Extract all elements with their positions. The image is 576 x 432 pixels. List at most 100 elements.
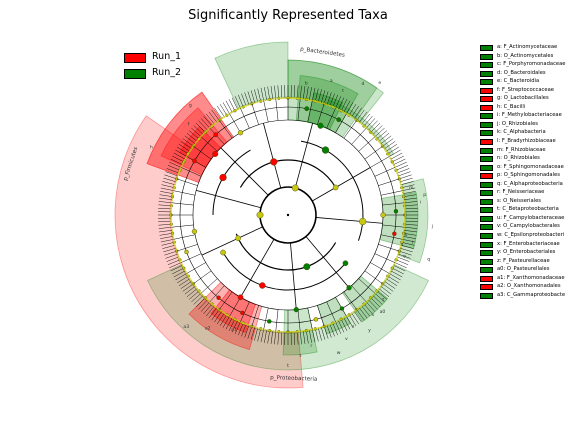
- clade-node: [235, 235, 241, 242]
- leaf-ring-dot: [174, 183, 176, 186]
- leaf-branch: [208, 307, 217, 319]
- taxa-legend-swatch: [480, 215, 493, 222]
- leaf-ring-dot: [245, 104, 247, 107]
- taxa-legend-swatch: [480, 96, 493, 103]
- leaf-ring-dot: [241, 321, 244, 324]
- leaf-ring-dot: [315, 327, 318, 330]
- clade-node: [212, 150, 219, 157]
- leaf-branch: [193, 125, 204, 135]
- leaf-ring-dot: [213, 123, 216, 125]
- leaf-ring-dot: [362, 303, 365, 306]
- taxa-legend-label: c: F_Porphyromonadaceae: [497, 61, 566, 68]
- leaf-ring-dot: [400, 185, 403, 188]
- leaf-ring-dot: [232, 317, 234, 320]
- internal-branch: [201, 226, 263, 256]
- leaf-ring-dot: [366, 299, 369, 302]
- leaf-ring-dot: [379, 142, 382, 144]
- leaf-branch: [387, 275, 399, 284]
- leaf-ring-dot: [196, 140, 198, 143]
- terminal-branch: [263, 100, 269, 123]
- leaf-branch: [306, 86, 309, 100]
- leaf-ring-dot: [329, 104, 331, 107]
- leaf-branch: [396, 259, 409, 265]
- leaf-branch: [398, 253, 411, 259]
- leaf-ring-dot: [186, 153, 189, 156]
- leaf-ring-dot: [184, 270, 187, 273]
- leaf-branch: [303, 330, 306, 344]
- taxa-legend-label: a2: O_Xanthomonadales: [497, 283, 561, 290]
- leaf-branch: [348, 104, 357, 116]
- leaf-ring-dot: [362, 124, 365, 127]
- leaf-ring-dot: [176, 252, 179, 254]
- terminal-branch: [326, 108, 336, 129]
- leaf-ring-dot: [297, 330, 300, 333]
- taxa-legend-swatch: [480, 104, 493, 111]
- leaf-branch: [186, 133, 198, 142]
- leaf-ring-dot: [194, 286, 197, 288]
- leaf-ring-dot: [190, 279, 192, 282]
- leaf-branch: [274, 331, 276, 345]
- sector-letter: h: [150, 144, 153, 150]
- level-3-arc-b: [222, 252, 346, 291]
- leaf-branch: [402, 187, 416, 191]
- leaf-ring-dot: [247, 324, 249, 326]
- leaf-ring-dot: [325, 103, 327, 106]
- leaf-ring-dot: [216, 120, 219, 123]
- taxa-legend-swatch: [480, 130, 493, 137]
- leaf-branch: [303, 86, 306, 100]
- terminal-branch: [229, 297, 241, 317]
- leaf-branch: [370, 122, 381, 133]
- leaf-ring-dot: [354, 309, 357, 312]
- phylum-label-proteobacteria: p_Proteobacteria: [270, 375, 317, 383]
- leaf-branch: [382, 138, 394, 147]
- leaf-branch: [200, 118, 210, 129]
- terminal-branch: [370, 156, 390, 168]
- terminal-branch: [378, 178, 400, 186]
- leaf-ring-dot: [285, 331, 287, 333]
- terminal-branch: [343, 291, 357, 310]
- terminal-branch: [317, 103, 325, 125]
- leaf-ring-dot: [307, 98, 310, 101]
- sector-letter: a3: [183, 324, 189, 330]
- sector-letter: w: [337, 351, 341, 356]
- leaf-branch: [400, 248, 413, 253]
- leaf-branch: [300, 331, 302, 345]
- taxa-legend-swatch: [480, 284, 493, 291]
- leaf-ring-dot: [272, 97, 275, 100]
- leaf-branch: [403, 230, 417, 233]
- sector-letter: d: [362, 81, 365, 87]
- leaf-ring-dot: [230, 111, 233, 114]
- taxa-legend-swatch: [480, 198, 493, 205]
- leaf-ring-dot: [258, 100, 261, 103]
- leaf-ring-dot: [403, 220, 406, 223]
- leaf-ring-dot: [360, 305, 363, 307]
- leaf-branch: [387, 146, 399, 155]
- leaf-ring-dot: [327, 104, 329, 106]
- leaf-ring-dot: [278, 330, 281, 333]
- sector-letter: a1: [231, 327, 237, 333]
- leaf-branch: [312, 87, 316, 101]
- leaf-branch: [404, 220, 418, 223]
- leaf-ring-dot: [173, 187, 175, 190]
- leaf-ring-dot: [177, 174, 179, 176]
- leaf-ring-dot: [285, 97, 287, 99]
- leaf-ring-dot: [197, 289, 200, 292]
- leaf-branch: [403, 233, 417, 236]
- leaf-ring-dot: [191, 146, 194, 149]
- leaf-ring-dot: [171, 197, 174, 200]
- leaf-ring-dot: [187, 276, 190, 278]
- taxa-legend-swatch: [480, 70, 493, 77]
- leaf-branch: [399, 174, 412, 180]
- leaf-branch: [400, 181, 414, 185]
- leaf-branch: [384, 141, 396, 149]
- leaf-branch: [177, 275, 189, 284]
- leaf-branch: [378, 288, 390, 297]
- leaf-branch: [280, 85, 283, 99]
- leaf-branch: [318, 89, 322, 103]
- taxa-legend-swatch: [480, 241, 493, 248]
- leaf-ring-dot: [291, 331, 293, 333]
- leaf-branch: [257, 328, 261, 342]
- leaf-ring-dot: [170, 218, 172, 220]
- leaf-ring-dot: [270, 98, 273, 101]
- root-ring: [259, 186, 317, 244]
